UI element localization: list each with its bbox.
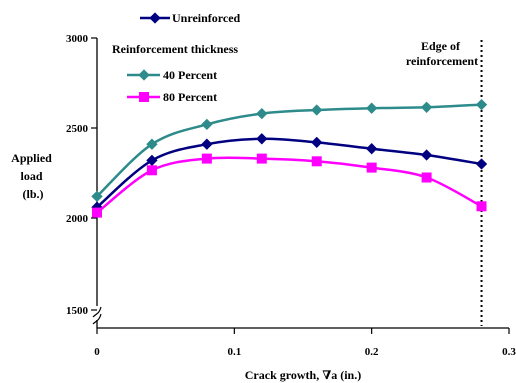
- data-point-40-percent: [256, 107, 268, 120]
- annotation-line: Edge of: [421, 39, 461, 53]
- y-tick-label: 2500: [66, 123, 89, 135]
- legend-entry-40-percent: 40 Percent: [127, 68, 217, 82]
- legend: Unreinforced Reinforcement thickness 40 …: [112, 11, 241, 104]
- plot-area: [91, 98, 488, 218]
- y-axis-label-line: Applied: [11, 151, 52, 165]
- legend-label-unreinforced: Unreinforced: [172, 11, 241, 25]
- data-point-40-percent: [146, 138, 158, 150]
- legend-title: Reinforcement thickness: [112, 42, 238, 56]
- series-line-40-percent: [96, 103, 482, 198]
- x-tick-label: 0.2: [365, 346, 379, 358]
- data-point-80-percent: [256, 153, 267, 164]
- x-tick-label: 0: [94, 346, 100, 358]
- y-tick-label: 2000: [66, 213, 89, 225]
- data-point-unreinforced: [311, 136, 323, 149]
- axis-break-icon: [92, 313, 102, 325]
- y-axis-label-line: load: [20, 169, 42, 183]
- data-point-80-percent: [476, 201, 487, 212]
- legend-marker-40-percent: [138, 69, 150, 81]
- y-axis-label-line: (lb.): [23, 187, 44, 201]
- legend-marker-unreinforced: [149, 12, 161, 24]
- data-point-80-percent: [311, 156, 322, 167]
- data-point-40-percent: [475, 98, 488, 111]
- data-point-80-percent: [421, 172, 432, 183]
- data-point-unreinforced: [475, 158, 488, 170]
- y-ticks: 1500 2000 2500 3000: [66, 33, 97, 317]
- data-point-unreinforced: [420, 149, 433, 161]
- legend-marker-80-percent: [139, 92, 149, 102]
- data-point-unreinforced: [146, 154, 158, 167]
- data-point-80-percent: [201, 153, 212, 164]
- y-axis-label: Applied load (lb.): [11, 151, 55, 201]
- y-tick-label: 3000: [66, 33, 89, 45]
- data-point-40-percent: [420, 101, 433, 113]
- x-ticks: 0 0.1 0.2 0.3: [94, 328, 516, 358]
- y-tick-label: 1500: [66, 305, 89, 317]
- data-point-unreinforced: [366, 143, 378, 155]
- annotation-line: reinforcement: [406, 54, 478, 68]
- data-point-unreinforced: [201, 138, 213, 150]
- data-point-40-percent: [366, 102, 378, 114]
- data-point-40-percent: [311, 104, 323, 116]
- axis-break-icon: [92, 306, 102, 318]
- axes: [92, 38, 509, 329]
- x-axis-label: Crack growth, ∇a (in.): [245, 368, 361, 382]
- legend-label-80-percent: 80 Percent: [163, 90, 217, 104]
- legend-entry-80-percent: 80 Percent: [127, 90, 217, 104]
- legend-entry-unreinforced: Unreinforced: [140, 11, 241, 25]
- x-tick-label: 0.1: [227, 346, 241, 358]
- data-point-80-percent: [92, 207, 102, 218]
- data-point-40-percent: [201, 118, 213, 131]
- data-point-unreinforced: [256, 133, 268, 145]
- data-point-80-percent: [366, 162, 377, 173]
- x-tick-label: 0.3: [502, 346, 516, 358]
- data-point-80-percent: [146, 165, 157, 176]
- legend-label-40-percent: 40 Percent: [163, 68, 217, 82]
- edge-of-reinforcement-label: Edge of reinforcement: [406, 39, 478, 68]
